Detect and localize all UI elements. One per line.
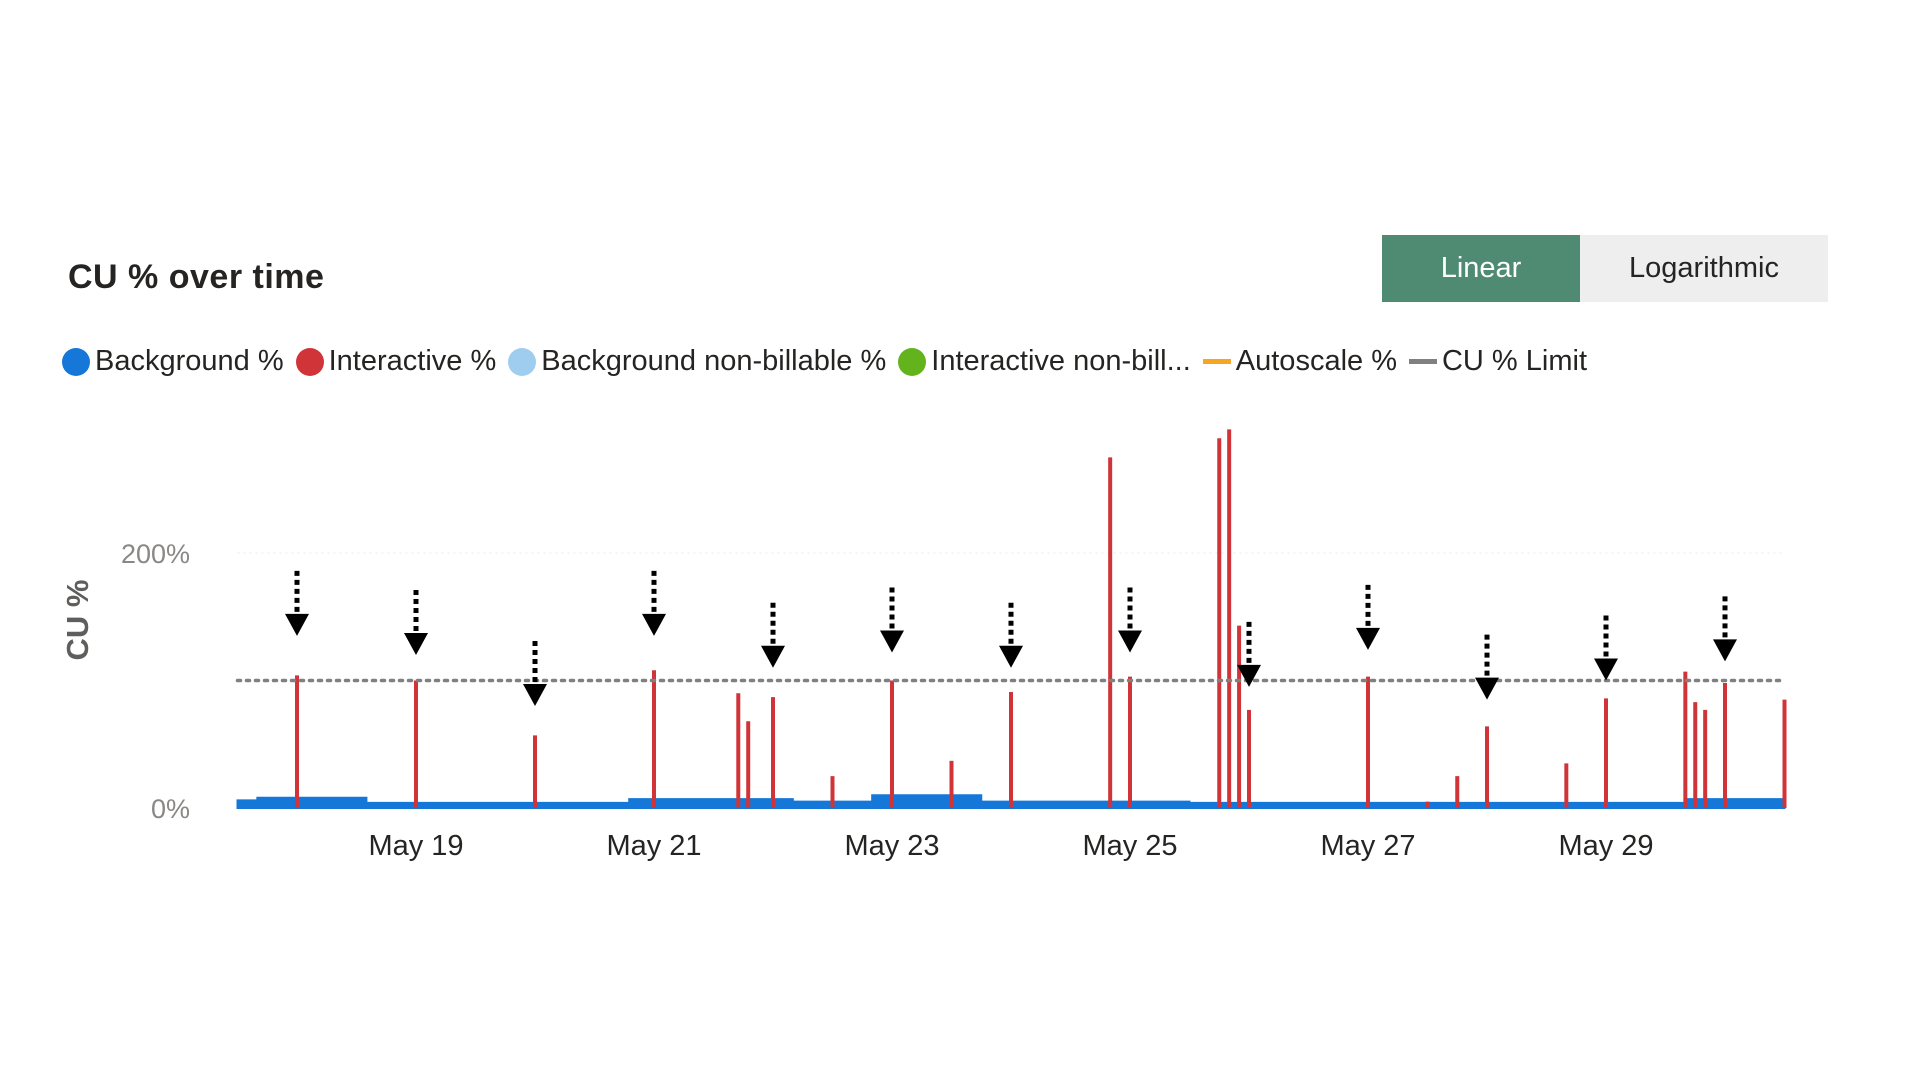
legend-marker-autoscale	[1202, 359, 1231, 364]
legend-label-cu-limit: CU % Limit	[1441, 345, 1587, 377]
legend-item-background-non-billable[interactable]: Background non-billable %	[508, 345, 886, 378]
chart-title: CU % over time	[68, 258, 325, 296]
x-tick-label: May 21	[606, 830, 701, 862]
legend-item-interactive[interactable]: Interactive %	[295, 345, 497, 378]
annotation-arrow	[880, 587, 904, 653]
legend-label-autoscale: Autoscale %	[1235, 345, 1397, 377]
annotation-arrow	[523, 641, 547, 706]
legend-label-background-non-billable: Background non-billable %	[541, 345, 887, 377]
legend-item-autoscale[interactable]: Autoscale %	[1202, 345, 1397, 378]
x-tick-label: May 23	[844, 830, 939, 862]
legend-item-interactive-non-billable[interactable]: Interactive non-bill...	[898, 345, 1191, 378]
y-tick-label: 0%	[151, 794, 190, 824]
annotation-arrow	[1118, 587, 1142, 653]
scale-toggle[interactable]: Linear Logarithmic	[1382, 235, 1828, 302]
legend-label-interactive-non-billable: Interactive non-bill...	[931, 345, 1191, 377]
y-tick-label: 200%	[121, 539, 190, 569]
legend-item-background[interactable]: Background %	[62, 345, 284, 378]
annotation-arrow	[1594, 615, 1618, 681]
x-tick-label: May 27	[1320, 830, 1415, 862]
linear-scale-button[interactable]: Linear	[1382, 235, 1580, 302]
annotation-arrow	[642, 570, 666, 636]
chart-legend: Background % Interactive % Background no…	[62, 345, 1599, 378]
logarithmic-scale-button[interactable]: Logarithmic	[1580, 235, 1828, 302]
x-tick-label: May 29	[1558, 830, 1653, 862]
legend-item-cu-limit[interactable]: CU % Limit	[1408, 345, 1587, 378]
x-tick-label: May 19	[368, 830, 463, 862]
annotation-arrow	[285, 570, 309, 636]
legend-marker-background	[62, 347, 90, 376]
legend-marker-cu-limit	[1408, 359, 1437, 364]
annotation-arrow	[1475, 634, 1499, 700]
annotation-arrow	[1356, 584, 1380, 650]
annotation-arrow	[1713, 596, 1737, 662]
annotation-arrow	[761, 602, 785, 668]
legend-label-background: Background %	[95, 345, 284, 377]
y-axis-title: CU %	[60, 580, 95, 661]
annotation-arrow	[404, 590, 428, 655]
legend-marker-background-non-billable	[508, 347, 537, 376]
annotation-arrow	[999, 602, 1023, 668]
annotation-arrow	[1237, 621, 1261, 687]
legend-label-interactive: Interactive %	[328, 345, 497, 377]
legend-marker-interactive	[295, 347, 324, 376]
x-tick-label: May 25	[1082, 830, 1177, 862]
legend-marker-interactive-non-billable	[898, 347, 927, 376]
